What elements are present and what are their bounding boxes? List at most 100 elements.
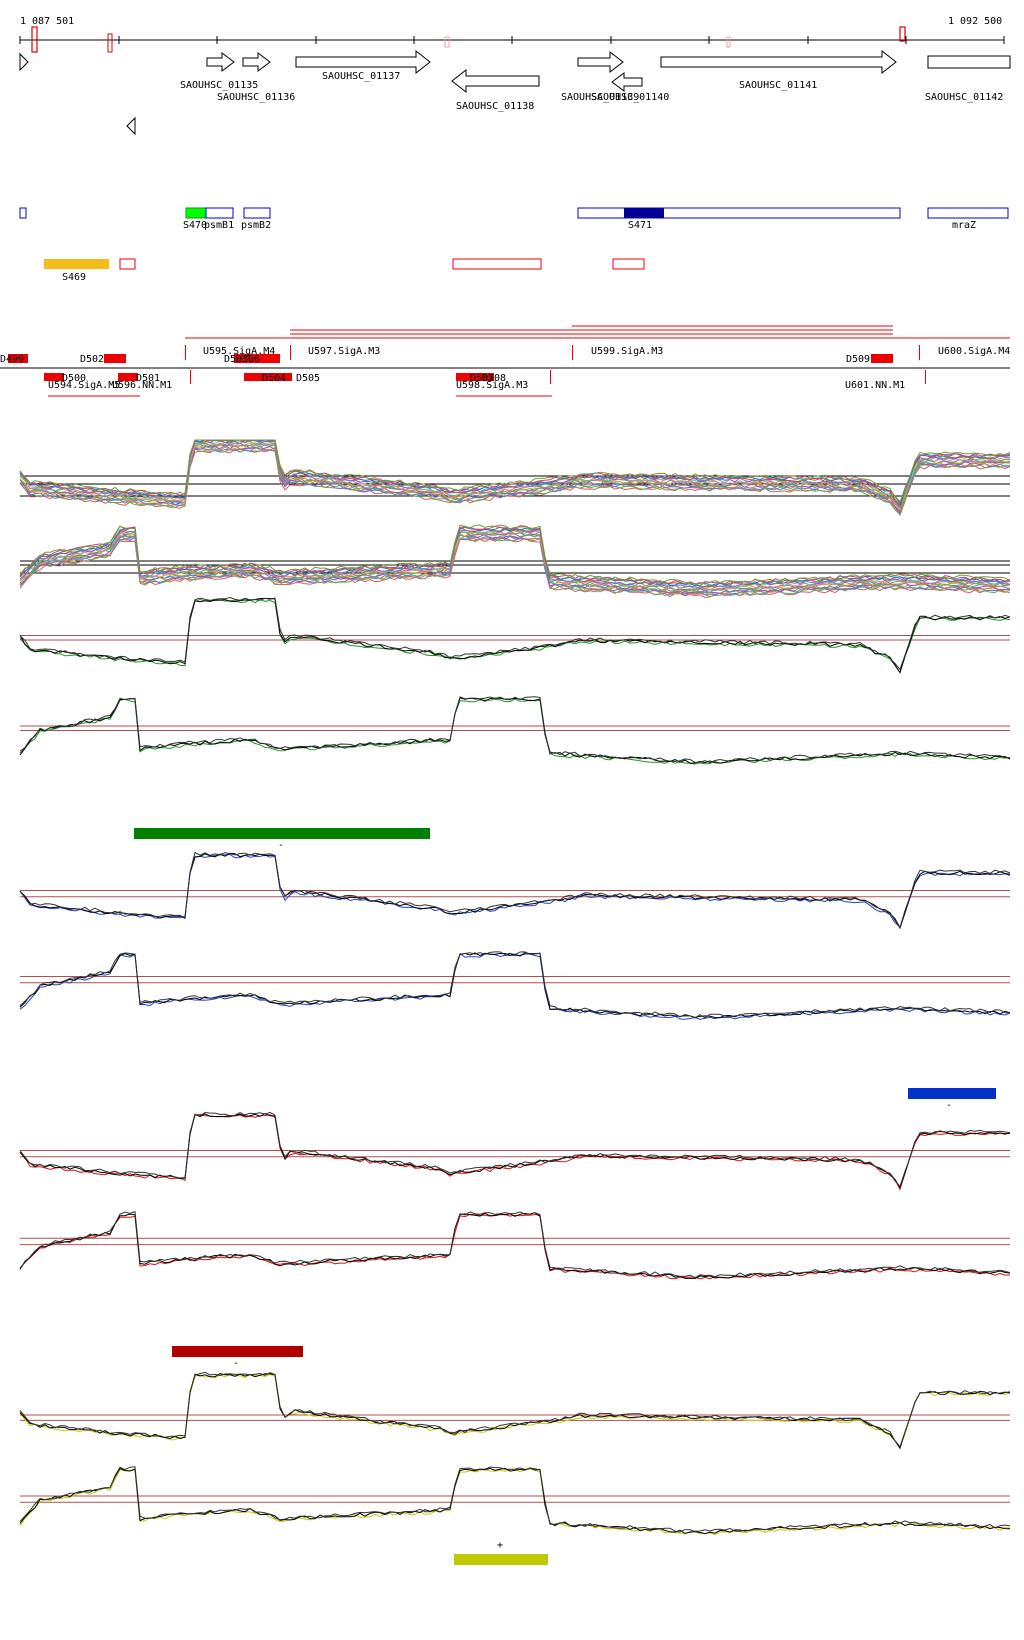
feature-label: mraZ <box>952 220 976 231</box>
feature-box[interactable] <box>577 207 901 219</box>
expression-trace <box>19 1111 1011 1188</box>
feature-label: S470 <box>183 220 207 231</box>
expression-trace <box>19 1371 1011 1448</box>
promoter-label: U594.SigA.M5 <box>48 380 120 391</box>
expression-panel-red-minus <box>19 1211 1011 1280</box>
segment[interactable] <box>104 354 126 363</box>
condition-mark: - <box>946 1100 952 1111</box>
segment[interactable] <box>871 354 893 363</box>
segment-label: D500 <box>62 373 86 384</box>
segment-label: D504 <box>262 373 286 384</box>
feature-s470[interactable] <box>185 207 207 219</box>
gene-arrow-01139[interactable] <box>577 50 624 74</box>
segment-label: D509 <box>846 354 870 365</box>
promoter-flag[interactable] <box>572 345 587 360</box>
segment[interactable] <box>118 373 138 381</box>
expression-trace <box>19 1113 1011 1189</box>
promoter-label: U597.SigA.M3 <box>308 346 380 357</box>
feature-s469[interactable] <box>44 259 109 269</box>
expression-panel-red-plus <box>19 1111 1011 1191</box>
start-coordinate: 1 087 501 <box>20 16 74 27</box>
gene-arrow-01135[interactable] <box>206 52 235 72</box>
expression-trace <box>19 445 1011 514</box>
segment[interactable] <box>8 354 28 363</box>
promoter-flag[interactable] <box>910 370 926 384</box>
promoter-flag[interactable] <box>185 345 200 360</box>
gene-label: SAOUHSC_01142 <box>925 92 1003 103</box>
expression-panel-all-plus <box>19 439 1011 517</box>
annotation-box[interactable] <box>119 258 136 270</box>
segment[interactable] <box>244 373 292 381</box>
expression-trace <box>19 525 1011 585</box>
segment[interactable] <box>234 354 280 363</box>
condition-bars: - - - + <box>134 828 996 1565</box>
expression-trace <box>19 524 1011 585</box>
annotation-box[interactable] <box>612 258 645 270</box>
gene-arrow-01138[interactable] <box>451 68 540 94</box>
segment-label: D508 <box>482 373 506 384</box>
expression-trace <box>19 1113 1011 1191</box>
condition-bar-yellow[interactable] <box>454 1554 548 1565</box>
promoter-flag[interactable] <box>175 370 191 384</box>
segment-label: D503 <box>224 354 248 365</box>
gene-arrow-01140[interactable] <box>611 72 643 92</box>
expression-trace <box>19 442 1011 512</box>
gene-arrow[interactable] <box>19 52 29 72</box>
expression-trace <box>19 696 1011 764</box>
expression-trace <box>19 1466 1011 1533</box>
segment-label: D506 <box>236 354 260 365</box>
expression-panel-blue-plus <box>19 851 1011 930</box>
expression-trace <box>19 1467 1011 1535</box>
gene-label: SAOUHSC_01141 <box>739 80 817 91</box>
expression-trace <box>19 1212 1011 1280</box>
expression-panel-green-plus <box>19 596 1011 674</box>
segment-label: D507 <box>470 373 494 384</box>
promoter-flag[interactable] <box>919 345 934 360</box>
condition-mark: - <box>278 840 284 851</box>
gene-arrow-01137[interactable] <box>295 49 431 75</box>
coordinate-axis: 1 087 501 1 092 500 <box>19 16 1005 53</box>
expression-trace <box>19 697 1011 764</box>
segment[interactable] <box>456 373 494 381</box>
feature-label: S469 <box>62 272 86 283</box>
gene-label: SAOUHSC_01139 <box>561 92 639 103</box>
feature-psmb2[interactable] <box>243 207 271 219</box>
condition-bar-green[interactable] <box>134 828 430 839</box>
promoter-label: U595.SigA.M4 <box>203 346 275 357</box>
terminator-mark <box>444 36 450 48</box>
annotation-box[interactable] <box>452 258 542 270</box>
gene-label: SAOUHSC_01140 <box>591 92 669 103</box>
gene-arrow-01141[interactable] <box>660 49 897 75</box>
feature-box[interactable] <box>19 207 27 219</box>
feature-psmb1[interactable] <box>205 207 234 219</box>
feature-label: psmB2 <box>241 220 271 231</box>
feature-label: S471 <box>628 220 652 231</box>
segment[interactable] <box>44 373 64 381</box>
expression-trace <box>19 851 1011 929</box>
segment-label: D501 <box>136 373 160 384</box>
condition-bar-blue[interactable] <box>908 1088 996 1099</box>
expression-panel-yellow-minus <box>19 1466 1011 1536</box>
expression-panel-green-minus <box>19 696 1011 765</box>
segment-track: D499 D502 D500 D501 D503 D506 D504 D505 … <box>0 325 1010 397</box>
gene-labels: SAOUHSC_01135 SAOUHSC_01136 SAOUHSC_0113… <box>180 71 1003 112</box>
promoter-flag[interactable] <box>290 345 304 360</box>
expression-trace <box>19 952 1011 1019</box>
feature-s471[interactable] <box>624 208 664 218</box>
expression-trace <box>19 533 1011 594</box>
feature-track: S470 psmB1 psmB2 S471 mraZ <box>19 207 1009 231</box>
expression-panel-yellow-plus <box>19 1371 1011 1450</box>
gene-label: SAOUHSC_01138 <box>456 101 534 112</box>
gene-arrow-01142[interactable] <box>927 55 1011 69</box>
gene-arrow-01136[interactable] <box>242 52 271 72</box>
expression-trace <box>19 1373 1011 1448</box>
promoter-flag[interactable] <box>535 370 551 384</box>
gene-arrow[interactable] <box>126 116 136 136</box>
expression-panel-blue-minus <box>19 951 1011 1020</box>
terminator-mark <box>899 26 906 42</box>
condition-mark: + <box>497 1540 503 1551</box>
condition-bar-red[interactable] <box>172 1346 303 1357</box>
expression-trace <box>19 1211 1011 1279</box>
terminator-mark <box>107 33 113 53</box>
feature-mraz[interactable] <box>927 207 1009 219</box>
